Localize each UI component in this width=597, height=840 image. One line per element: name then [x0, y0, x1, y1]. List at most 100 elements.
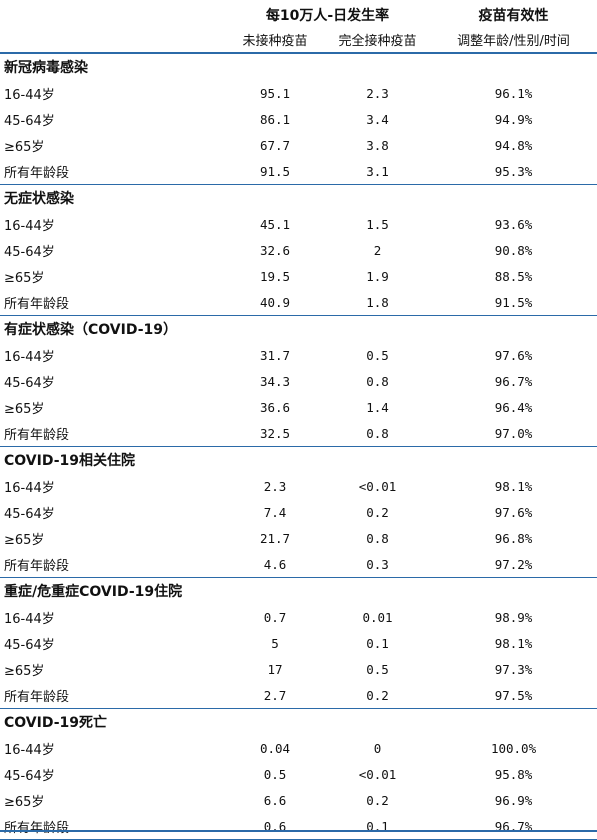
table-row: ≥65岁 36.6 1.4 96.4% — [0, 394, 597, 420]
age-group-cell: 16-44岁 — [4, 742, 55, 758]
table-row: 45-64岁 32.6 2 90.8% — [0, 237, 597, 263]
unvaccinated-rate-cell: 31.7 — [259, 347, 291, 363]
section-title: 无症状感染 — [4, 191, 74, 207]
vaccinated-rate-cell: 0.5 — [366, 347, 389, 363]
vaccinated-rate-cell: 0.8 — [325, 420, 431, 447]
vaccinated-rate-cell: 1.5 — [366, 216, 389, 232]
age-group-cell: 所有年龄段 — [0, 682, 225, 709]
unvaccinated-rate-cell: 34.3 — [259, 373, 291, 389]
efficacy-cell: 95.8% — [494, 766, 533, 782]
efficacy-cell: 98.1% — [494, 635, 533, 651]
age-group-cell: 16-44岁 — [4, 480, 55, 496]
unvaccinated-rate-cell: 19.5 — [259, 268, 291, 284]
vaccinated-header: 完全接种疫苗 — [338, 34, 417, 49]
header-row-sub: 未接种疫苗 完全接种疫苗 调整年龄/性别/时间 — [0, 30, 597, 53]
unvaccinated-rate-cell: 5 — [271, 635, 279, 651]
table-row: 45-64岁 34.3 0.8 96.7% — [0, 368, 597, 394]
table-row: ≥65岁 6.6 0.2 96.9% — [0, 787, 597, 813]
efficacy-cell: 94.9% — [494, 111, 533, 127]
section-header-row: COVID-19死亡 — [0, 709, 597, 736]
unvaccinated-rate-cell: 0.7 — [263, 609, 287, 625]
header-blank-sub — [0, 30, 225, 53]
unvaccinated-rate-cell: 45.1 — [259, 216, 291, 232]
rate-header: 每10万人-日发生率 — [265, 8, 390, 24]
table-row: 16-44岁 0.7 0.01 98.9% — [0, 604, 597, 630]
header-blank — [0, 0, 225, 30]
age-group-cell: 16-44岁 — [4, 611, 55, 627]
unvaccinated-rate-cell: 32.5 — [225, 420, 325, 447]
efficacy-cell: 100.0% — [490, 740, 537, 756]
efficacy-cell: 96.7% — [430, 813, 597, 840]
table-bottom-rule — [0, 830, 597, 832]
table-row: ≥65岁 19.5 1.9 88.5% — [0, 263, 597, 289]
efficacy-cell: 96.1% — [494, 85, 533, 101]
vaccinated-rate-cell: 3.4 — [366, 111, 389, 127]
table-row: ≥65岁 17 0.5 97.3% — [0, 656, 597, 682]
efficacy-cell: 98.1% — [494, 478, 533, 494]
unvaccinated-rate-cell: 0.6 — [225, 813, 325, 840]
unvaccinated-header: 未接种疫苗 — [242, 34, 308, 49]
unvaccinated-rate-cell: 40.9 — [225, 289, 325, 316]
table-row: ≥65岁 67.7 3.8 94.8% — [0, 132, 597, 158]
age-group-cell: ≥65岁 — [4, 794, 45, 810]
efficacy-header: 疫苗有效性 — [478, 8, 549, 24]
section-header-row: 有症状感染（COVID-19） — [0, 316, 597, 343]
vaccinated-rate-cell: 2.3 — [366, 85, 389, 101]
table-body: 新冠病毒感染 16-44岁 95.1 2.3 96.1% 45-64岁 86.1 3.4 94.… — [0, 53, 597, 840]
efficacy-cell: 98.9% — [494, 609, 533, 625]
efficacy-cell: 96.7% — [494, 373, 533, 389]
efficacy-cell: 97.5% — [430, 682, 597, 709]
age-group-cell: 16-44岁 — [4, 87, 55, 103]
unvaccinated-rate-cell: 95.1 — [259, 85, 291, 101]
efficacy-cell: 97.6% — [494, 504, 533, 520]
vaccinated-rate-cell: 1.4 — [366, 399, 389, 415]
age-group-cell: 16-44岁 — [4, 218, 55, 234]
table-row: ≥65岁 21.7 0.8 96.8% — [0, 525, 597, 551]
vaccinated-rate-cell: 0 — [373, 740, 382, 756]
age-group-cell: ≥65岁 — [4, 270, 45, 286]
vaccinated-rate-cell: 3.8 — [366, 137, 389, 153]
unvaccinated-rate-cell: 2.3 — [263, 478, 287, 494]
unvaccinated-rate-cell: 17 — [267, 661, 283, 677]
unvaccinated-rate-cell: 0.04 — [259, 740, 291, 756]
age-group-cell: 45-64岁 — [4, 637, 55, 653]
table-row: 所有年龄段 2.7 0.2 97.5% — [0, 682, 597, 709]
efficacy-cell: 96.8% — [494, 530, 533, 546]
efficacy-cell: 95.3% — [430, 158, 597, 185]
adjusted-header: 调整年龄/性别/时间 — [457, 34, 570, 49]
age-group-cell: ≥65岁 — [4, 663, 45, 679]
table-row: 所有年龄段 0.6 0.1 96.7% — [0, 813, 597, 840]
unvaccinated-rate-cell: 86.1 — [259, 111, 291, 127]
efficacy-cell: 94.8% — [494, 137, 533, 153]
unvaccinated-rate-cell: 6.6 — [263, 792, 287, 808]
section-title: COVID-19死亡 — [4, 715, 108, 731]
unvaccinated-rate-cell: 21.7 — [259, 530, 291, 546]
vaccinated-rate-cell: <0.01 — [358, 766, 397, 782]
table-row: 所有年龄段 40.9 1.8 91.5% — [0, 289, 597, 316]
efficacy-cell: 97.6% — [494, 347, 533, 363]
efficacy-cell: 97.3% — [494, 661, 533, 677]
age-group-cell: 所有年龄段 — [0, 289, 225, 316]
vaccinated-rate-cell: 1.8 — [325, 289, 431, 316]
table-row: 45-64岁 0.5 <0.01 95.8% — [0, 761, 597, 787]
vaccinated-rate-cell: 3.1 — [325, 158, 431, 185]
vaccinated-rate-cell: 2 — [373, 242, 382, 258]
vaccinated-rate-cell: 0.3 — [325, 551, 431, 578]
vaccinated-rate-cell: 0.5 — [366, 661, 389, 677]
efficacy-cell: 97.2% — [430, 551, 597, 578]
section-title: 新冠病毒感染 — [4, 60, 88, 76]
vaccinated-rate-cell: 0.2 — [325, 682, 431, 709]
section-header-row: 新冠病毒感染 — [0, 53, 597, 80]
age-group-cell: 45-64岁 — [4, 375, 55, 391]
header-row-top: 每10万人-日发生率 疫苗有效性 — [0, 0, 597, 30]
vaccinated-rate-cell: 0.2 — [366, 792, 389, 808]
age-group-cell: ≥65岁 — [4, 401, 45, 417]
table-row: 16-44岁 0.04 0 100.0% — [0, 735, 597, 761]
unvaccinated-rate-cell: 2.7 — [225, 682, 325, 709]
age-group-cell: 45-64岁 — [4, 768, 55, 784]
unvaccinated-rate-cell: 36.6 — [259, 399, 291, 415]
table-row: 16-44岁 45.1 1.5 93.6% — [0, 211, 597, 237]
table-row: 45-64岁 7.4 0.2 97.6% — [0, 499, 597, 525]
unvaccinated-rate-cell: 91.5 — [225, 158, 325, 185]
section-title: 有症状感染（COVID-19） — [4, 322, 178, 338]
